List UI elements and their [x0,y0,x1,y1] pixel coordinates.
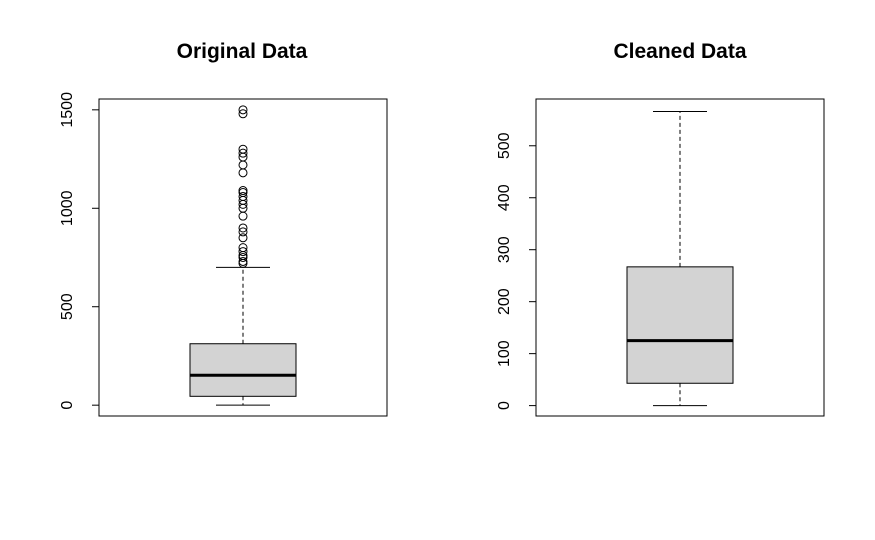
outlier-point [238,109,248,119]
y-tick-label: 1500 [59,92,76,128]
outlier-point [238,256,248,266]
outlier-point [238,186,248,196]
y-tick-label: 300 [496,236,513,263]
y-tick-label: 0 [496,401,513,410]
y-tick-label: 400 [496,184,513,211]
iqr-box [626,266,734,384]
plot-frame [535,98,825,417]
outlier-point [238,227,248,237]
y-tick-label: 500 [496,132,513,159]
y-tick-label: 0 [59,401,76,410]
outlier-point [238,105,248,115]
panel-cleaned-data: Cleaned Data 0 100 200 300 400 500 [496,40,825,417]
y-tick-label: 200 [496,288,513,315]
panel-original-data: Original Data 0 500 1000 1500 [59,40,388,417]
y-tick-label: 500 [59,293,76,320]
outlier-point [238,144,248,154]
outlier-point [238,191,248,201]
outlier-point [238,148,248,158]
chart-title: Cleaned Data [613,40,746,63]
y-tick-label: 1000 [59,190,76,226]
outlier-point [238,223,248,233]
outlier-point [238,247,248,257]
outlier-point [238,243,248,253]
plot-frame [98,98,388,417]
chart-title: Original Data [177,40,308,63]
outlier-point [238,233,248,243]
y-tick-label: 100 [496,340,513,367]
iqr-box [189,343,297,397]
